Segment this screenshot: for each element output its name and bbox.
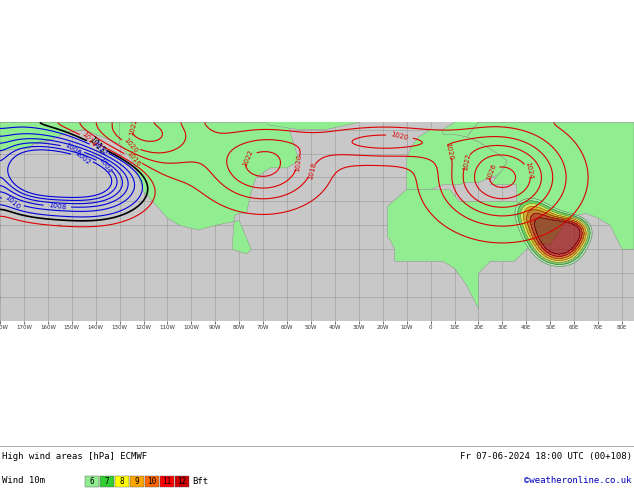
Text: 9: 9 (134, 477, 139, 486)
Text: 1022: 1022 (242, 148, 255, 167)
Text: 7: 7 (105, 477, 109, 486)
Text: 1006: 1006 (63, 141, 82, 156)
Text: 1004: 1004 (98, 156, 112, 174)
Text: 1013: 1013 (87, 135, 107, 156)
Polygon shape (0, 122, 120, 151)
Polygon shape (58, 224, 62, 226)
Polygon shape (387, 190, 538, 309)
Polygon shape (0, 122, 299, 254)
Polygon shape (443, 101, 498, 137)
Bar (100, 476, 114, 487)
Bar (175, 476, 189, 487)
Text: 1008: 1008 (48, 202, 67, 211)
Text: 1020: 1020 (294, 154, 302, 172)
Text: 1014: 1014 (81, 130, 97, 148)
Text: 6: 6 (89, 477, 94, 486)
Text: 1020: 1020 (444, 142, 454, 161)
Text: Fr 07-06-2024 18:00 UTC (00+108): Fr 07-06-2024 18:00 UTC (00+108) (460, 452, 632, 461)
Polygon shape (467, 122, 634, 249)
Bar (145, 476, 159, 487)
Text: 1010: 1010 (4, 194, 22, 210)
Text: 8: 8 (120, 477, 124, 486)
Text: 10: 10 (147, 477, 157, 486)
Text: 1016: 1016 (125, 149, 141, 167)
Bar (160, 476, 174, 487)
Bar (85, 476, 99, 487)
Text: 1020: 1020 (391, 131, 409, 141)
Text: ©weatheronline.co.uk: ©weatheronline.co.uk (524, 476, 632, 485)
Polygon shape (407, 130, 507, 190)
Bar (115, 476, 129, 487)
Text: 1026: 1026 (485, 163, 497, 181)
Text: 1022: 1022 (129, 118, 138, 136)
Text: 1012: 1012 (91, 140, 108, 157)
Text: 12: 12 (178, 477, 186, 486)
Polygon shape (251, 74, 390, 130)
Text: Wind 10m: Wind 10m (2, 476, 45, 485)
Text: 1022: 1022 (462, 152, 471, 171)
Text: High wind areas [hPa] ECMWF: High wind areas [hPa] ECMWF (2, 452, 147, 461)
Text: 1002: 1002 (74, 150, 91, 166)
Bar (130, 476, 144, 487)
Text: 1020: 1020 (122, 136, 138, 154)
Text: 1024: 1024 (524, 161, 533, 180)
Text: 1018: 1018 (307, 161, 317, 180)
Text: Bft: Bft (192, 477, 208, 486)
Text: 11: 11 (162, 477, 172, 486)
